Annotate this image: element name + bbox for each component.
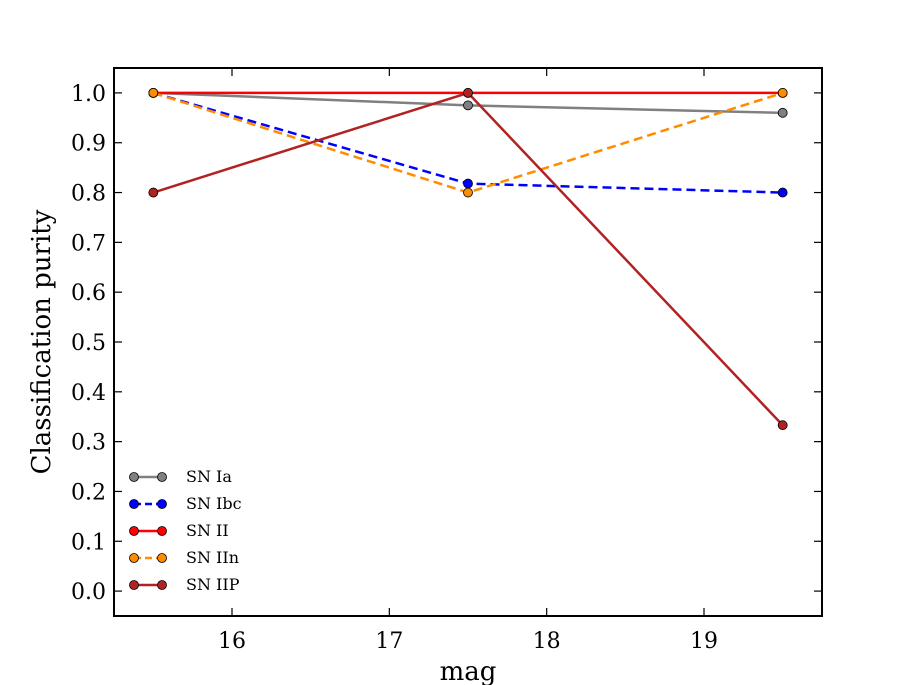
y-axis-title: Classification purity (27, 209, 57, 474)
y-tick-label: 1.0 (71, 82, 106, 107)
legend-label-sn-ia: SN Ia (186, 467, 232, 486)
legend-marker-sn-iin (129, 553, 139, 563)
legend-marker-sn-iip (129, 580, 139, 590)
y-tick-label: 0.8 (71, 182, 106, 207)
y-tick-label: 0.7 (71, 231, 106, 256)
legend-marker-sn-ia (129, 472, 139, 482)
legend-marker-sn-ibc (129, 499, 139, 509)
y-tick-label: 0.9 (71, 132, 106, 157)
data-point-sn-iin (148, 88, 159, 98)
x-tick-label: 17 (375, 629, 403, 654)
data-point-sn-iip (148, 187, 159, 198)
series-line-sn-iip (152, 91, 784, 427)
legend-marker-sn-ibc (157, 499, 167, 509)
data-point-sn-iin (777, 88, 788, 98)
data-point-sn-ibc (463, 178, 473, 189)
legend-label-sn-iin: SN IIn (186, 548, 239, 567)
x-tick-label: 18 (533, 629, 561, 654)
legend-marker-sn-ia (157, 472, 167, 482)
x-tick-label: 16 (218, 629, 246, 654)
legend-marker-sn-ii (129, 526, 139, 536)
y-tick-label: 0.5 (71, 331, 106, 356)
x-axis-title: mag (440, 657, 497, 685)
y-tick-label: 0.6 (71, 281, 106, 306)
legend-marker-sn-ii (157, 526, 167, 536)
y-tick-label: 0.1 (71, 530, 106, 555)
y-tick-label: 0.0 (71, 580, 106, 605)
y-tick-label: 0.3 (71, 431, 106, 456)
data-point-sn-iip (777, 420, 788, 431)
legend-marker-sn-iip (157, 580, 167, 590)
x-tick-label: 19 (690, 629, 718, 654)
data-point-sn-ibc (777, 187, 788, 198)
data-point-sn-ia (463, 100, 473, 111)
legend-label-sn-ii: SN II (186, 521, 229, 540)
y-tick-label: 0.2 (71, 480, 106, 505)
legend-label-sn-iip: SN IIP (186, 575, 240, 594)
legend-marker-sn-iin (157, 553, 167, 563)
data-point-sn-iin (463, 187, 473, 198)
plot-area: 0.0 0.1 0.2 0.3 0.4 0.5 0.6 0.7 0.8 0.9 1.0 16 17 18 1… (71, 67, 823, 654)
data-point-sn-iip (463, 88, 473, 98)
data-point-sn-ia (777, 107, 788, 118)
legend-label-sn-ibc: SN Ibc (186, 494, 242, 513)
y-tick-label: 0.4 (71, 381, 106, 406)
